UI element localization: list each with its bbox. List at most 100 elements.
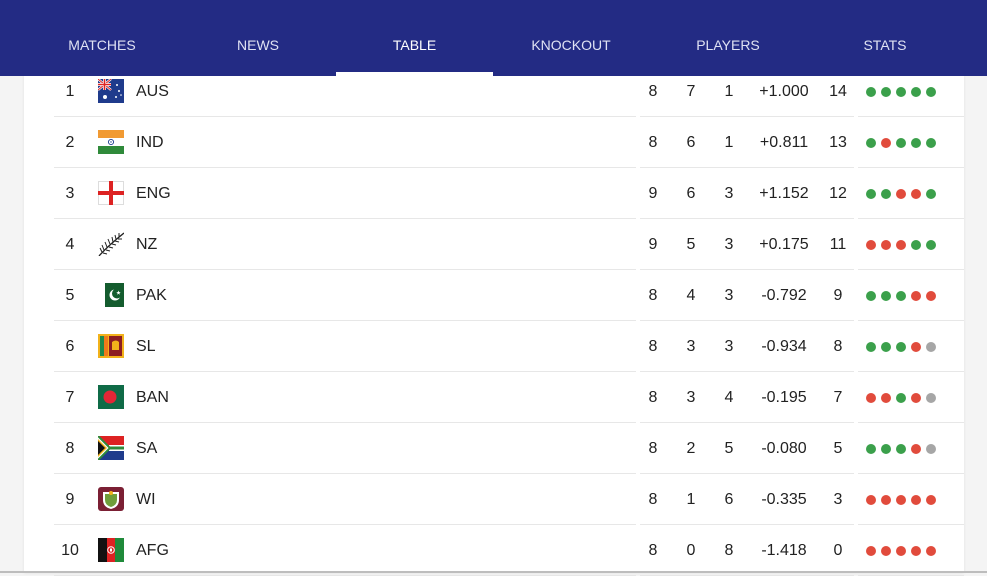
recent-form — [866, 87, 941, 97]
win-dot — [896, 291, 906, 301]
row-divider — [858, 269, 964, 270]
row-divider — [640, 473, 854, 474]
won-cell: 1 — [686, 491, 696, 508]
position-cell: 10 — [61, 542, 79, 559]
points-cell: 13 — [829, 134, 847, 151]
recent-form — [866, 444, 941, 454]
table-row[interactable]: 10 AFG 8 0 8 -1.418 0 — [24, 525, 964, 576]
net-run-rate-cell: +1.000 — [759, 83, 809, 100]
win-dot — [866, 291, 876, 301]
row-divider — [858, 116, 964, 117]
lost-cell: 3 — [724, 338, 734, 355]
position-cell: 4 — [65, 236, 75, 253]
win-dot — [896, 138, 906, 148]
loss-dot — [926, 495, 936, 505]
recent-form — [866, 291, 941, 301]
row-divider — [858, 524, 964, 525]
won-cell: 5 — [686, 236, 696, 253]
row-divider — [54, 320, 636, 321]
row-divider — [640, 422, 854, 423]
played-cell: 8 — [648, 389, 658, 406]
lost-cell: 1 — [724, 83, 734, 100]
win-dot — [881, 444, 891, 454]
recent-form — [866, 342, 941, 352]
south-africa-flag-icon — [97, 435, 124, 461]
net-run-rate-cell: +0.175 — [759, 236, 809, 253]
team-name: PAK — [136, 287, 167, 304]
row-divider — [858, 218, 964, 219]
standings-table: 1 AUS 8 7 1 +1.000 1 4 2 IND 8 6 1 +0.811 13 3 ENG 9 6 3 +1.… — [24, 76, 964, 576]
won-cell: 3 — [686, 389, 696, 406]
row-divider — [54, 524, 636, 525]
win-dot — [911, 240, 921, 250]
net-run-rate-cell: -0.080 — [761, 440, 807, 457]
recent-form — [866, 189, 941, 199]
row-divider — [858, 473, 964, 474]
england-flag-icon — [98, 181, 124, 205]
lost-cell: 3 — [724, 287, 734, 304]
team-name: BAN — [136, 389, 169, 406]
table-row[interactable]: 4 NZ 9 5 3 +0.175 11 — [24, 219, 964, 270]
loss-dot — [881, 546, 891, 556]
australia-flag-icon — [97, 78, 124, 103]
tab-news[interactable]: NEWS — [237, 37, 279, 53]
win-dot — [866, 87, 876, 97]
tab-table[interactable]: TABLE — [336, 0, 493, 76]
win-dot — [911, 87, 921, 97]
win-dot — [881, 291, 891, 301]
loss-dot — [911, 495, 921, 505]
table-row[interactable]: 6 SL 8 3 3 -0.934 8 — [24, 321, 964, 372]
recent-form — [866, 546, 941, 556]
net-run-rate-cell: -0.934 — [761, 338, 807, 355]
table-row[interactable]: 2 IND 8 6 1 +0.811 13 — [24, 117, 964, 168]
tab-stats[interactable]: STATS — [863, 37, 907, 53]
table-row[interactable]: 9 WI 8 1 6 -0.335 3 — [24, 474, 964, 525]
top-navigation: MATCHES NEWS TABLE KNOCKOUT PLAYERS STAT… — [0, 0, 987, 76]
win-dot — [866, 444, 876, 454]
tab-knockout[interactable]: KNOCKOUT — [531, 37, 611, 53]
table-row[interactable]: 7 BAN 8 3 4 -0.195 7 — [24, 372, 964, 423]
won-cell: 0 — [686, 542, 696, 559]
net-run-rate-cell: -0.335 — [761, 491, 807, 508]
loss-dot — [896, 189, 906, 199]
recent-form — [866, 240, 941, 250]
table-row[interactable]: 8 SA 8 2 5 -0.080 5 — [24, 423, 964, 474]
row-divider — [640, 218, 854, 219]
loss-dot — [881, 240, 891, 250]
row-divider — [54, 218, 636, 219]
table-row[interactable]: 1 AUS 8 7 1 +1.000 14 — [24, 66, 964, 117]
tab-matches[interactable]: MATCHES — [68, 37, 136, 53]
win-dot — [881, 189, 891, 199]
west-indies-crest-icon — [98, 487, 124, 511]
win-dot — [926, 189, 936, 199]
recent-form — [866, 495, 941, 505]
row-divider — [640, 371, 854, 372]
team-name: SL — [136, 338, 156, 355]
position-cell: 9 — [65, 491, 75, 508]
loss-dot — [881, 393, 891, 403]
team-name: SA — [136, 440, 158, 457]
lost-cell: 5 — [724, 440, 734, 457]
win-dot — [866, 189, 876, 199]
position-cell: 7 — [65, 389, 75, 406]
lost-cell: 6 — [724, 491, 734, 508]
team-name: IND — [136, 134, 164, 151]
win-dot — [896, 342, 906, 352]
tab-players[interactable]: PLAYERS — [696, 37, 760, 53]
sri-lanka-flag-icon — [98, 334, 124, 358]
points-cell: 0 — [833, 542, 843, 559]
row-divider — [54, 269, 636, 270]
position-cell: 8 — [65, 440, 75, 457]
won-cell: 7 — [686, 83, 696, 100]
win-dot — [896, 87, 906, 97]
table-row[interactable]: 5 PAK 8 4 3 -0.792 9 — [24, 270, 964, 321]
position-cell: 6 — [65, 338, 75, 355]
table-row[interactable]: 3 ENG 9 6 3 +1.152 12 — [24, 168, 964, 219]
position-cell: 1 — [65, 83, 75, 100]
net-run-rate-cell: -1.418 — [761, 542, 807, 559]
win-dot — [926, 87, 936, 97]
pakistan-flag-icon — [98, 283, 124, 307]
team-name: AUS — [136, 83, 169, 100]
loss-dot — [896, 495, 906, 505]
recent-form — [866, 393, 941, 403]
